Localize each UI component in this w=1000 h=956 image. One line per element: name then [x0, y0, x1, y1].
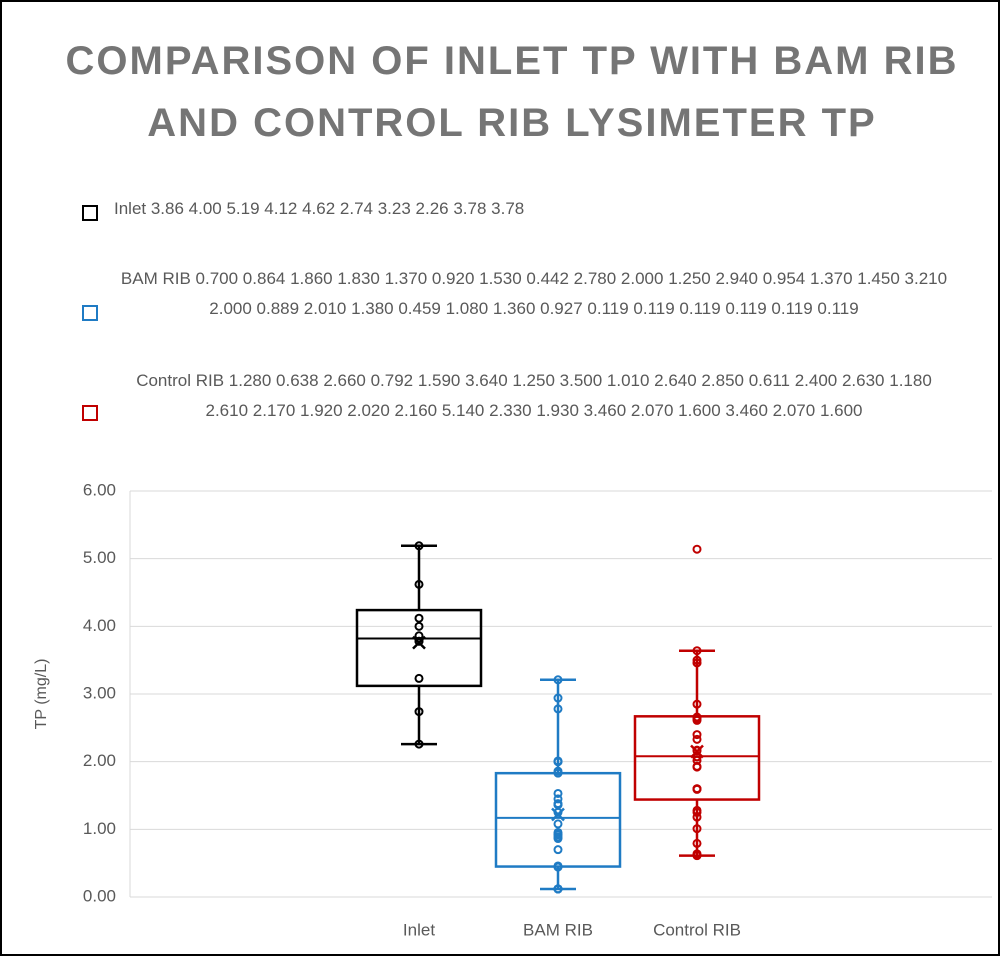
- data-point: [692, 715, 702, 725]
- box-group: [494, 675, 622, 894]
- mean-marker: [551, 807, 565, 822]
- legend-label: Control RIB 1.280 0.638 2.660 0.792 1.59…: [136, 371, 932, 420]
- box-group: [633, 544, 761, 861]
- data-point: [553, 693, 563, 703]
- data-point: [414, 739, 424, 749]
- data-point: [553, 819, 563, 829]
- data-point: [414, 541, 424, 551]
- data-point: [553, 675, 563, 685]
- y-tick-label: 5.00: [83, 548, 116, 567]
- data-point: [414, 673, 424, 683]
- data-point: [553, 861, 563, 871]
- data-point: [414, 707, 424, 717]
- data-point: [553, 800, 563, 810]
- data-point: [553, 756, 563, 766]
- data-point: [692, 824, 702, 834]
- mean-marker: [690, 744, 704, 759]
- x-tick-label: Control RIB: [653, 920, 741, 939]
- data-point: [553, 845, 563, 855]
- y-tick-label: 3.00: [83, 683, 116, 702]
- y-tick-label: 0.00: [83, 886, 116, 905]
- y-tick-label: 4.00: [83, 616, 116, 635]
- x-tick-label: BAM RIB: [523, 920, 593, 939]
- data-point: [692, 752, 702, 762]
- box: [633, 715, 761, 801]
- data-point: [692, 807, 702, 817]
- data-point: [692, 646, 702, 656]
- data-point: [553, 884, 563, 894]
- legend-label: Inlet 3.86 4.00 5.19 4.12 4.62 2.74 3.23…: [114, 199, 525, 218]
- data-point: [692, 658, 702, 668]
- box: [494, 771, 622, 868]
- data-point: [414, 613, 424, 623]
- legend-swatch: [82, 405, 98, 421]
- y-tick-label: 2.00: [83, 751, 116, 770]
- y-axis-label: TP (mg/L): [33, 659, 50, 730]
- x-tick-label: Inlet: [403, 920, 435, 939]
- data-point: [692, 544, 702, 554]
- legend-label: BAM RIB 0.700 0.864 1.860 1.830 1.370 0.…: [120, 269, 948, 318]
- data-point: [414, 621, 424, 631]
- data-point: [692, 838, 702, 848]
- legend-swatch: [82, 305, 98, 321]
- data-point: [692, 734, 702, 744]
- chart-title: COMPARISON OF INLET TP WITH BAM RIB AND …: [65, 39, 959, 145]
- y-tick-label: 1.00: [83, 819, 116, 838]
- data-point: [692, 784, 702, 794]
- data-point: [692, 812, 702, 822]
- data-point: [414, 631, 424, 641]
- legend-swatch: [82, 205, 98, 221]
- data-point: [692, 761, 702, 771]
- data-point: [692, 730, 702, 740]
- box: [355, 608, 483, 688]
- data-point: [553, 829, 563, 839]
- data-point: [692, 699, 702, 709]
- data-point: [692, 851, 702, 861]
- y-tick-label: 6.00: [83, 480, 116, 499]
- data-point: [553, 768, 563, 778]
- mean-marker: [412, 635, 426, 650]
- data-point: [414, 579, 424, 589]
- box-group: [355, 541, 483, 749]
- data-point: [553, 788, 563, 798]
- data-point: [414, 636, 424, 646]
- data-point: [553, 704, 563, 714]
